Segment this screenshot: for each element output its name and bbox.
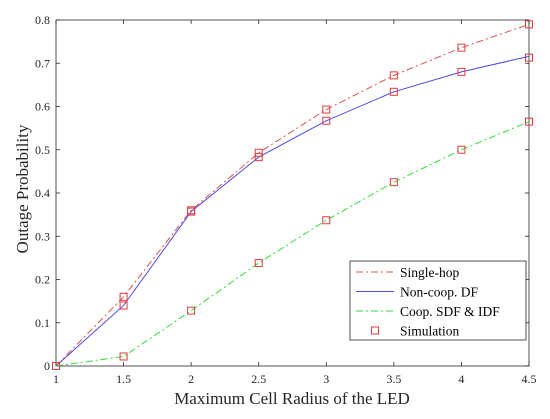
simulation-marker: [525, 117, 533, 126]
x-tick-label: 3.5: [386, 372, 401, 386]
y-tick-label: 0.7: [35, 56, 50, 70]
simulation-marker: [322, 216, 331, 225]
simulation-marker: [187, 306, 196, 315]
x-tick-label: 1.5: [116, 372, 131, 386]
simulation-marker: [457, 67, 466, 76]
simulation-marker: [254, 259, 263, 268]
simulation-marker: [389, 87, 398, 96]
legend-box: [349, 260, 527, 341]
y-axis-title: Outage Probability: [13, 124, 32, 253]
simulation-marker: [525, 53, 533, 62]
y-tick-label: 0.4: [35, 186, 50, 200]
series-line-2: [55, 55, 530, 367]
legend-label-3: Coop. SDF & IDF: [400, 304, 500, 319]
simulation-marker: [52, 362, 60, 370]
y-tick-label: 0.8: [35, 13, 50, 27]
simulation-marker: [322, 116, 331, 125]
simulation-markers: [52, 20, 533, 370]
x-tick-label: 3: [323, 372, 329, 386]
simulation-marker: [525, 20, 533, 29]
simulation-marker: [322, 105, 331, 114]
legend-label-1: Single-hop: [400, 265, 459, 280]
legend-swatch-simulation: [371, 326, 379, 335]
simulation-marker: [119, 301, 128, 310]
series-line-3: [55, 121, 530, 367]
y-tick-label: 0: [44, 359, 50, 373]
simulation-marker: [457, 145, 466, 154]
axis-ticks: 1 1.5 2 2.5 3 3.5 4 4.5 0 0.1 0.2 0.3 0.4 0.5 0.6 0.7 0.…: [35, 13, 537, 386]
y-tick-label: 0.6: [35, 100, 50, 114]
x-tick-label: 2: [188, 372, 194, 386]
simulation-marker: [389, 71, 398, 80]
simulation-marker: [187, 207, 196, 216]
x-tick-label: 4.5: [522, 372, 537, 386]
simulation-marker: [254, 148, 263, 157]
simulation-marker: [254, 153, 263, 162]
simulation-marker: [119, 292, 128, 301]
x-tick-label: 2.5: [251, 372, 266, 386]
series-line-1: [55, 23, 530, 367]
simulation-marker: [389, 178, 398, 187]
y-tick-label: 0.3: [35, 229, 50, 243]
simulation-marker: [457, 43, 466, 52]
legend-label-simulation: Simulation: [400, 324, 460, 339]
series-lines: [55, 23, 530, 367]
y-tick-label: 0.1: [35, 316, 50, 330]
simulation-marker: [119, 352, 128, 361]
legend-label-2: Non-coop. DF: [400, 285, 478, 300]
x-axis-title: Maximum Cell Radius of the LED: [174, 389, 410, 408]
y-tick-label: 0.2: [35, 273, 50, 287]
x-tick-label: 4: [458, 372, 464, 386]
x-tick-label: 1: [53, 372, 59, 386]
y-tick-label: 0.5: [35, 143, 50, 157]
legend: Single-hop Non-coop. DF Coop. SDF & IDF Sim…: [349, 260, 527, 341]
